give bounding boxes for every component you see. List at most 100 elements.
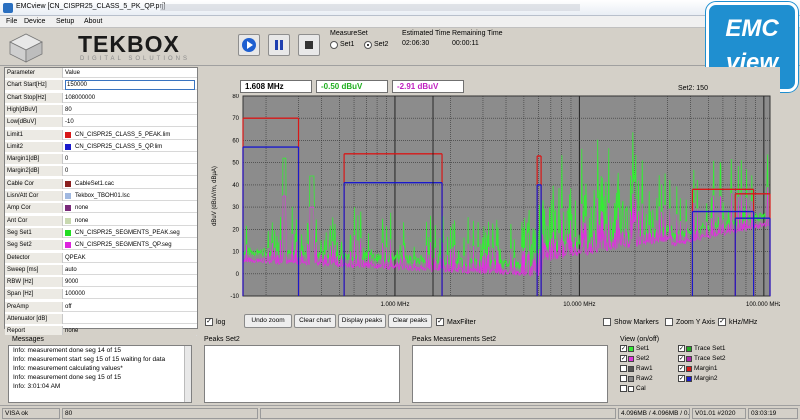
- parameter-value[interactable]: 108000000: [65, 94, 96, 101]
- parameter-row[interactable]: Span [Hz] 100000: [5, 289, 197, 300]
- view-toggle-raw2[interactable]: Raw2: [620, 375, 653, 382]
- color-swatch[interactable]: [65, 205, 71, 212]
- parameter-table-header: Parameter Value: [5, 68, 197, 78]
- color-swatch[interactable]: [65, 242, 71, 249]
- parameter-row[interactable]: PreAmp off: [5, 301, 197, 312]
- pause-button[interactable]: [268, 34, 290, 56]
- checkbox[interactable]: [620, 375, 627, 382]
- parameter-row[interactable]: Attenuator [dB]: [5, 314, 197, 324]
- parameter-value[interactable]: QPEAK: [65, 254, 86, 261]
- stop-button[interactable]: [298, 34, 320, 56]
- view-toggle-cal[interactable]: Cal: [620, 385, 646, 392]
- color-swatch[interactable]: [65, 193, 71, 199]
- parameter-row[interactable]: Chart Stop[Hz] 108000000: [5, 92, 197, 103]
- parameter-value[interactable]: 0: [65, 168, 69, 175]
- parameter-row[interactable]: Lisn/Att Cor Tekbox_TBOH01.lsc: [5, 191, 197, 201]
- checkbox[interactable]: [620, 365, 627, 372]
- parameter-value[interactable]: CN_CISPR25_SEGMENTS_QP.seg: [75, 242, 172, 249]
- parameter-value[interactable]: Tekbox_TBOH01.lsc: [75, 193, 130, 199]
- parameter-row[interactable]: RBW [Hz] 9000: [5, 277, 197, 288]
- tekbox-logo-subtitle: DIGITAL SOLUTIONS: [80, 56, 191, 62]
- parameter-row[interactable]: Sweep [ms] auto: [5, 264, 197, 275]
- parameter-value[interactable]: CN_CISPR25_CLASS_5_QP.lim: [75, 143, 163, 150]
- color-swatch: [628, 385, 634, 392]
- khz-mhz-checkbox[interactable]: ✓: [718, 318, 726, 326]
- play-button[interactable]: [238, 34, 260, 56]
- peaks-set2-list[interactable]: [204, 345, 400, 403]
- parameter-value[interactable]: 0: [65, 156, 69, 163]
- display-peaks-button[interactable]: Display peaks: [338, 314, 386, 328]
- color-swatch[interactable]: [65, 217, 71, 224]
- menu-file[interactable]: File: [6, 18, 18, 25]
- parameter-row[interactable]: Margin1[dB] 0: [5, 154, 197, 165]
- checkbox[interactable]: ✓: [620, 355, 627, 362]
- checkbox[interactable]: [620, 385, 627, 392]
- view-toggle-margin2[interactable]: ✓ Margin2: [678, 375, 717, 382]
- parameter-value[interactable]: 150000: [67, 82, 88, 89]
- parameter-value[interactable]: none: [75, 205, 89, 212]
- view-toggle-label: Raw1: [636, 365, 653, 373]
- parameter-value[interactable]: 80: [65, 106, 72, 113]
- undo-zoom-button[interactable]: Undo zoom: [244, 314, 292, 328]
- checkbox[interactable]: ✓: [620, 345, 627, 352]
- set2-radio[interactable]: [364, 41, 372, 49]
- view-toggle-raw1[interactable]: Raw1: [620, 365, 653, 372]
- parameter-value[interactable]: none: [65, 328, 79, 335]
- color-swatch[interactable]: [65, 180, 71, 187]
- parameter-row[interactable]: Cable Cor CableSet1.cac: [5, 178, 197, 189]
- view-toggle-set1[interactable]: ✓ Set1: [620, 345, 649, 352]
- set1-radio[interactable]: [330, 41, 338, 49]
- show-markers-checkbox[interactable]: [603, 318, 611, 326]
- clear-chart-button[interactable]: Clear chart: [294, 314, 336, 328]
- clear-peaks-button[interactable]: Clear peaks: [388, 314, 432, 328]
- parameter-value[interactable]: none: [75, 217, 89, 224]
- messages-panel: Messages Info: measurement done seg 14 o…: [4, 335, 196, 405]
- parameter-value[interactable]: CableSet1.cac: [75, 180, 115, 187]
- checkbox[interactable]: ✓: [678, 355, 685, 362]
- color-swatch[interactable]: [65, 143, 71, 150]
- parameter-row[interactable]: Margin2[dB] 0: [5, 166, 197, 177]
- parameter-value[interactable]: 100000: [65, 291, 86, 298]
- view-toggle-margin1[interactable]: ✓ Margin1: [678, 365, 717, 372]
- parameter-row[interactable]: Limit1 CN_CISPR25_CLASS_5_PEAK.lim: [5, 129, 197, 140]
- view-toggle-label: Cal: [636, 385, 646, 393]
- parameter-name: Detector: [5, 252, 63, 263]
- view-toggle-trace-set1[interactable]: ✓ Trace Set1: [678, 345, 726, 352]
- view-title: View (on/off): [620, 336, 660, 343]
- title-bar: EMCview [CN_CISPR25_CLASS_5_PK_QP.prj]: [0, 0, 800, 16]
- parameter-row[interactable]: Ant Cor none: [5, 215, 197, 226]
- parameter-row[interactable]: Detector QPEAK: [5, 252, 197, 263]
- log-checkbox[interactable]: ✓: [205, 318, 213, 326]
- spectrum-chart[interactable]: -10 0 10 20 30 40 50 60 70 80 1.000 MHz 10.000 MHz 1…: [200, 94, 780, 312]
- parameter-value[interactable]: off: [65, 303, 72, 310]
- view-toggle-set2[interactable]: ✓ Set2: [620, 355, 649, 362]
- parameter-value[interactable]: 9000: [65, 279, 79, 286]
- menu-setup[interactable]: Setup: [56, 18, 75, 25]
- parameter-value[interactable]: CN_CISPR25_CLASS_5_PEAK.lim: [75, 131, 171, 138]
- parameter-row[interactable]: Low[dBuV] -10: [5, 117, 197, 128]
- parameter-row[interactable]: Amp Cor none: [5, 203, 197, 214]
- menu-about[interactable]: About: [84, 18, 103, 25]
- parameter-row[interactable]: Chart Start[Hz] 150000: [5, 80, 197, 91]
- color-swatch[interactable]: [65, 131, 71, 138]
- parameter-value[interactable]: CN_CISPR25_SEGMENTS_PEAK.seg: [75, 229, 180, 236]
- checkbox[interactable]: ✓: [678, 365, 685, 372]
- checkbox[interactable]: ✓: [678, 375, 685, 382]
- peaks-measurements-set2-list[interactable]: [412, 345, 608, 403]
- checkbox[interactable]: ✓: [678, 345, 685, 352]
- parameter-row[interactable]: Seg Set2 CN_CISPR25_SEGMENTS_QP.seg: [5, 240, 197, 251]
- color-swatch[interactable]: [65, 229, 71, 236]
- parameter-row[interactable]: Limit2 CN_CISPR25_CLASS_5_QP.lim: [5, 141, 197, 152]
- messages-scrollbar[interactable]: [184, 346, 191, 402]
- color-swatch: [686, 365, 692, 372]
- chart-start-edit-field[interactable]: [65, 80, 195, 91]
- parameter-value[interactable]: -10: [65, 119, 74, 126]
- view-toggle-trace-set2[interactable]: ✓ Trace Set2: [678, 355, 726, 362]
- parameter-row[interactable]: High[dBuV] 80: [5, 104, 197, 115]
- maxfilter-checkbox[interactable]: ✓: [436, 318, 444, 326]
- zoom-y-axis-checkbox[interactable]: [665, 318, 673, 326]
- parameter-name: Attenuator [dB]: [5, 314, 63, 324]
- menu-device[interactable]: Device: [24, 18, 46, 25]
- parameter-value[interactable]: auto: [65, 266, 77, 273]
- parameter-row[interactable]: Seg Set1 CN_CISPR25_SEGMENTS_PEAK.seg: [5, 227, 197, 238]
